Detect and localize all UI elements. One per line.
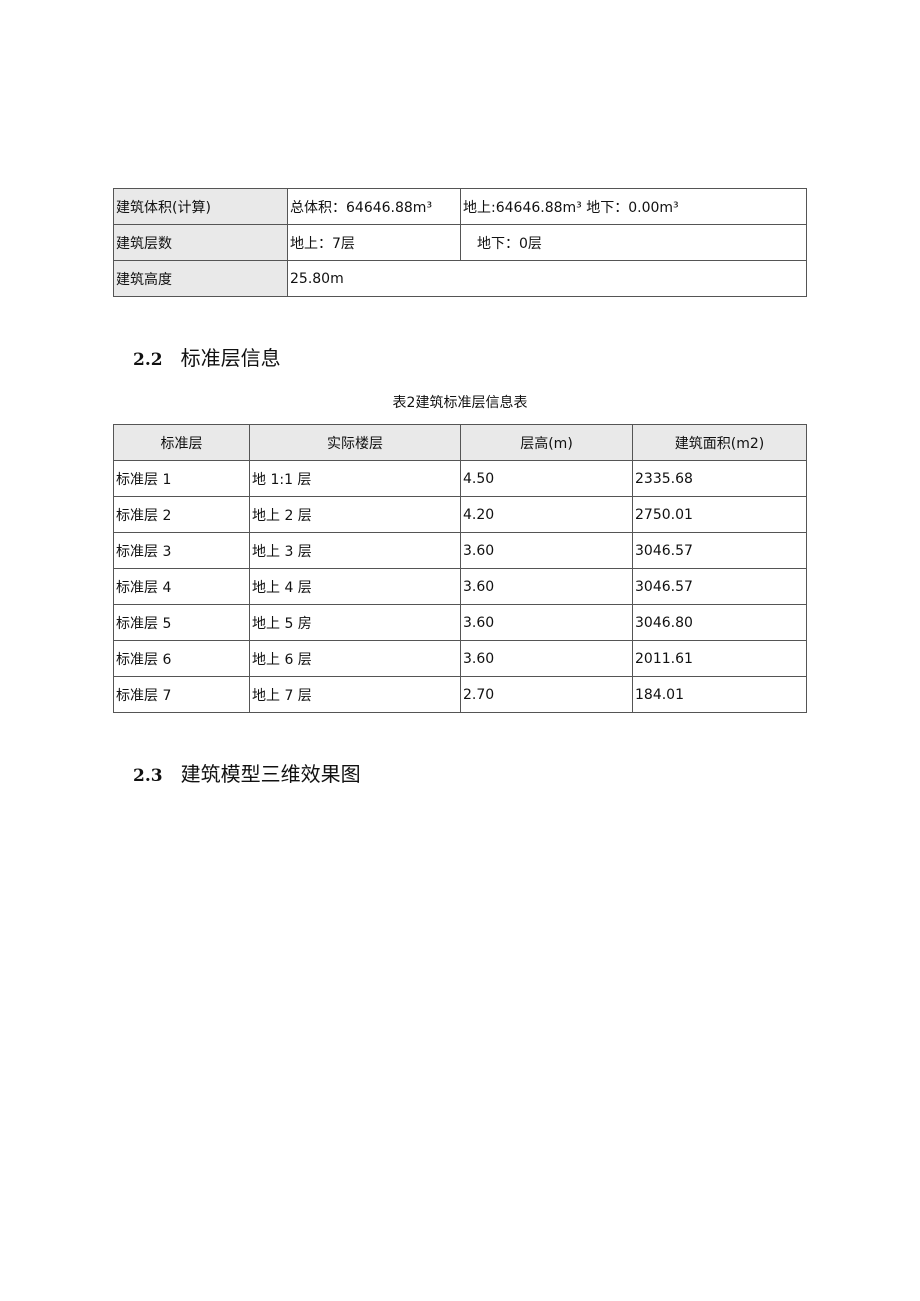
table-cell: 标准层 1	[113, 460, 250, 497]
table-cell: 标准层 6	[113, 640, 250, 677]
section-heading: 2.2 标准层信息	[133, 342, 281, 371]
row-label: 建筑高度	[113, 260, 288, 297]
section-number: 2.2	[133, 350, 163, 370]
cell: 地上:64646.88m³ 地下：0.00m³	[460, 188, 807, 225]
column-header: 层高(m)	[460, 424, 633, 461]
row-label: 建筑层数	[113, 224, 288, 261]
column-header: 标准层	[113, 424, 250, 461]
table-cell: 4.20	[460, 496, 633, 533]
cell: 地上：7层	[287, 224, 461, 261]
table-header-row: 标准层 实际楼层 层高(m) 建筑面积(m2)	[113, 424, 807, 461]
table-cell: 184.01	[632, 676, 807, 713]
building-summary-table: 建筑体积(计算) 总体积：64646.88m³ 地上:64646.88m³ 地下…	[113, 188, 807, 297]
table-cell: 标准层 4	[113, 568, 250, 605]
cell: 25.80m	[287, 260, 807, 297]
table-row: 建筑体积(计算) 总体积：64646.88m³ 地上:64646.88m³ 地下…	[113, 188, 807, 225]
table-cell: 3.60	[460, 532, 633, 569]
table-cell: 地上 6 层	[249, 640, 461, 677]
table-cell: 3.60	[460, 640, 633, 677]
table-cell: 地上 4 层	[249, 568, 461, 605]
table-cell: 3046.57	[632, 568, 807, 605]
table-cell: 地上 2 层	[249, 496, 461, 533]
table-cell: 3.60	[460, 568, 633, 605]
table-cell: 3.60	[460, 604, 633, 641]
table-row: 标准层 6 地上 6 层 3.60 2011.61	[113, 640, 807, 677]
row-label: 建筑体积(计算)	[113, 188, 288, 225]
cell: 总体积：64646.88m³	[287, 188, 461, 225]
table-cell: 2335.68	[632, 460, 807, 497]
table-cell: 3046.80	[632, 604, 807, 641]
table-cell: 标准层 5	[113, 604, 250, 641]
table-row: 标准层 5 地上 5 房 3.60 3046.80	[113, 604, 807, 641]
table-cell: 地上 7 层	[249, 676, 461, 713]
table-row: 建筑层数 地上：7层 地下：0层	[113, 224, 807, 261]
column-header: 建筑面积(m2)	[632, 424, 807, 461]
section-number: 2.3	[133, 766, 163, 786]
cell: 地下：0层	[460, 224, 807, 261]
table-cell: 2.70	[460, 676, 633, 713]
table-cell: 标准层 7	[113, 676, 250, 713]
table-row: 标准层 2 地上 2 层 4.20 2750.01	[113, 496, 807, 533]
section-title: 标准层信息	[180, 346, 281, 370]
table-row: 建筑高度 25.80m	[113, 260, 807, 297]
table-row: 标准层 4 地上 4 层 3.60 3046.57	[113, 568, 807, 605]
table-cell: 3046.57	[632, 532, 807, 569]
table-cell: 标准层 2	[113, 496, 250, 533]
column-header: 实际楼层	[249, 424, 461, 461]
table-caption: 表2建筑标准层信息表	[392, 395, 528, 411]
table-cell: 2750.01	[632, 496, 807, 533]
table-cell: 4.50	[460, 460, 633, 497]
table-row: 标准层 7 地上 7 层 2.70 184.01	[113, 676, 807, 713]
table-cell: 2011.61	[632, 640, 807, 677]
table-row: 标准层 3 地上 3 层 3.60 3046.57	[113, 532, 807, 569]
table-cell: 地上 5 房	[249, 604, 461, 641]
table-cell: 地上 3 层	[249, 532, 461, 569]
table-cell: 标准层 3	[113, 532, 250, 569]
section-title: 建筑模型三维效果图	[180, 762, 361, 786]
table-cell: 地 1:1 层	[249, 460, 461, 497]
section-heading: 2.3 建筑模型三维效果图	[133, 758, 361, 787]
